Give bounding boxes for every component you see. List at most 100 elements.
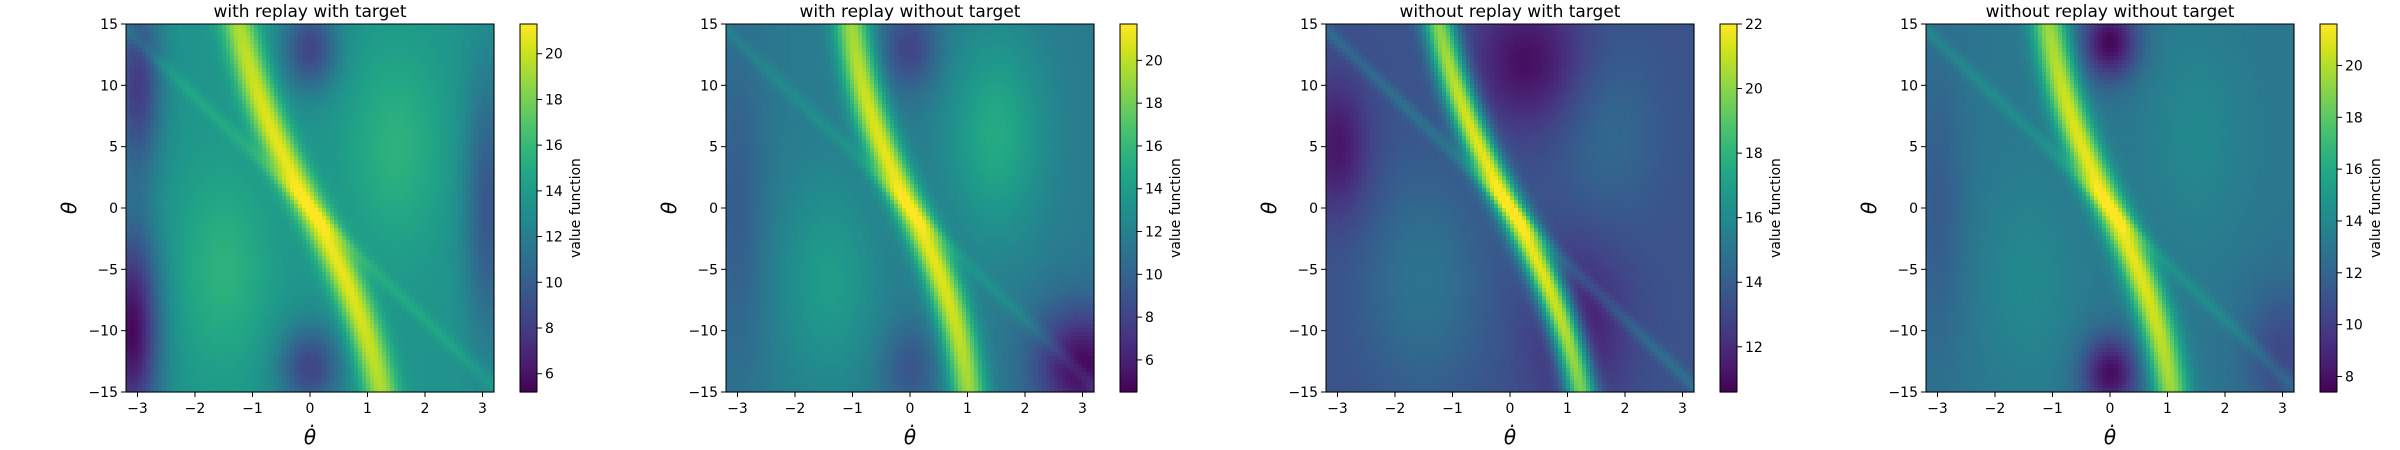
heatmap-cell [170,228,175,233]
heatmap-cell [178,144,183,149]
heatmap-cell [434,188,439,193]
heatmap-cell [230,48,235,53]
heatmap-cell [202,208,207,213]
heatmap-cell [158,88,163,93]
heatmap-cell [362,208,367,213]
heatmap-cell [322,232,327,237]
heatmap-cell [242,132,247,137]
heatmap-cell [302,160,307,165]
heatmap-cell [182,156,187,161]
heatmap-cell [170,192,175,197]
heatmap-cell [154,104,159,109]
heatmap-cell [230,132,235,137]
heatmap-cell [374,152,379,157]
heatmap-cell [310,72,315,77]
heatmap-cell [202,144,207,149]
heatmap-cell [182,72,187,77]
heatmap-cell [138,164,143,169]
heatmap-cell [154,212,159,217]
heatmap-cell [466,76,471,81]
heatmap-cell [230,144,235,149]
heatmap-cell [254,72,259,77]
heatmap-cell [234,164,239,169]
heatmap-cell [242,28,247,33]
heatmap-cell [366,164,371,169]
heatmap-cell [490,72,495,77]
heatmap-cell [274,220,279,225]
heatmap-cell [330,24,335,29]
heatmap-cell [190,136,195,141]
heatmap-cell [450,176,455,181]
heatmap-cell [198,228,203,233]
heatmap-cell [454,52,459,57]
heatmap-cell [182,32,187,37]
heatmap-cell [314,132,319,137]
heatmap-cell [226,216,231,221]
heatmap-cell [474,100,479,105]
heatmap-cell [214,200,219,205]
heatmap-cell [322,104,327,109]
heatmap-cell [206,140,211,145]
heatmap-cell [402,176,407,181]
heatmap-cell [198,140,203,145]
heatmap-cell [326,152,331,157]
heatmap-cell [346,80,351,85]
heatmap-cell [354,180,359,185]
heatmap-cell [478,220,483,225]
heatmap-cell [138,176,143,181]
heatmap-cell [482,152,487,157]
heatmap-cell [322,88,327,93]
heatmap-cell [414,60,419,65]
heatmap-cell [310,88,315,93]
heatmap-cell [358,96,363,101]
heatmap-cell [462,88,467,93]
heatmap-cell [162,176,167,181]
heatmap-cell [478,24,483,29]
heatmap-cell [266,60,271,65]
heatmap-cell [178,196,183,201]
heatmap-cell [126,144,131,149]
heatmap-cell [330,100,335,105]
heatmap-cell [378,196,383,201]
heatmap-cell [142,212,147,217]
heatmap-cell [314,48,319,53]
heatmap-cell [154,56,159,61]
heatmap-cell [410,36,415,41]
heatmap-cell [182,92,187,97]
heatmap-cell [262,52,267,57]
heatmap-cell [258,156,263,161]
heatmap-cell [434,104,439,109]
heatmap-cell [210,116,215,121]
heatmap-cell [310,44,315,49]
heatmap-cell [474,140,479,145]
heatmap-cell [202,224,207,229]
heatmap-cell [406,140,411,145]
heatmap-cell [358,92,363,97]
heatmap-cell [258,64,263,69]
heatmap-cell [458,60,463,65]
heatmap-cell [222,140,227,145]
heatmap-cell [338,40,343,45]
heatmap-cell [166,204,171,209]
heatmap-cell [166,160,171,165]
heatmap-cell [186,188,191,193]
heatmap-cell [362,132,367,137]
heatmap-cell [442,232,447,237]
heatmap-cell [446,188,451,193]
heatmap-cell [442,152,447,157]
heatmap-cell [178,172,183,177]
heatmap-cell [150,208,155,213]
heatmap-cell [386,72,391,77]
heatmap-cell [446,224,451,229]
heatmap-cell [262,184,267,189]
heatmap-cell [246,212,251,217]
heatmap-cell [150,64,155,69]
heatmap-cell [270,236,275,241]
heatmap-cell [250,164,255,169]
heatmap-cell [206,120,211,125]
heatmap-cell [258,68,263,73]
heatmap-cell [234,128,239,133]
heatmap-cell [218,108,223,113]
heatmap-cell [138,192,143,197]
heatmap-cell [214,24,219,29]
